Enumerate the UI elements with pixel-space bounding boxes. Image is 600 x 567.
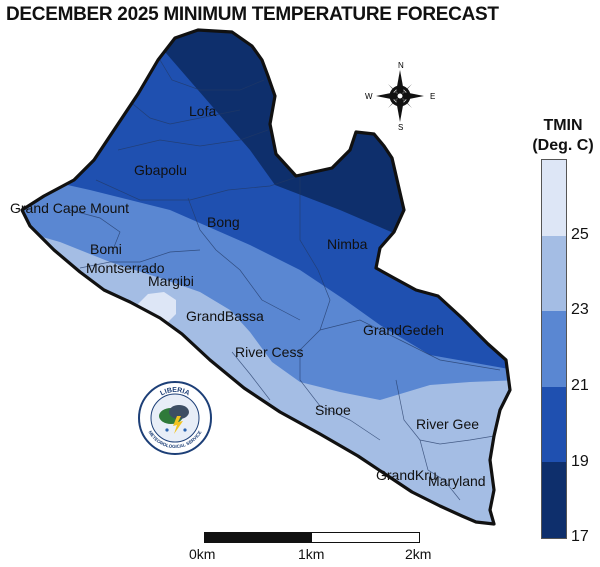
scale-label: 1km — [298, 546, 325, 562]
legend-title-line2: (Deg. C) — [532, 137, 594, 154]
scale-label: 2km — [405, 546, 432, 562]
legend-tick: 25 — [571, 226, 589, 243]
compass-south-label: S — [398, 123, 403, 132]
county-label-gbapolu: Gbapolu — [134, 162, 187, 178]
legend-tick: 23 — [571, 301, 589, 318]
county-label-river-gee: River Gee — [416, 416, 479, 432]
legend-swatch — [542, 160, 566, 236]
legend-tick: 17 — [571, 528, 589, 545]
county-label-grand-kru: GrandKru — [376, 467, 437, 483]
compass-rose-icon: N S W E — [365, 61, 435, 132]
county-label-grand-cape-mount: Grand Cape Mount — [10, 200, 129, 216]
legend-title: TMIN (Deg. C) — [526, 116, 600, 156]
legend-swatch — [542, 235, 566, 312]
map-title: DECEMBER 2025 MINIMUM TEMPERATURE FORECA… — [6, 4, 499, 25]
county-boundaries — [69, 59, 501, 501]
legend-title-line1: TMIN — [543, 117, 583, 134]
county-label-nimba: Nimba — [327, 236, 368, 252]
scale-bar — [204, 532, 420, 543]
legend-swatch — [542, 462, 566, 538]
county-label-sinoe: Sinoe — [315, 402, 351, 418]
county-label-bong: Bong — [207, 214, 240, 230]
county-label-bomi: Bomi — [90, 241, 122, 257]
county-label-maryland: Maryland — [428, 473, 486, 489]
liberia-meteorological-service-logo: LIBERIA METEOROLOGICAL SERVICE — [138, 381, 212, 455]
county-label-grand-gedeh: GrandGedeh — [363, 322, 444, 338]
compass-west-label: W — [365, 92, 373, 101]
scale-label: 0km — [189, 546, 216, 562]
county-label-lofa: Lofa — [189, 103, 216, 119]
legend-colorbar — [541, 159, 567, 539]
legend-tick: 19 — [571, 453, 589, 470]
svg-text:LIBERIA: LIBERIA — [159, 387, 190, 397]
legend-tick: 21 — [571, 377, 589, 394]
logo-text-top: LIBERIA — [159, 387, 190, 397]
legend-swatch — [542, 311, 566, 387]
county-label-margibi: Margibi — [148, 273, 194, 289]
county-label-grand-bassa: GrandBassa — [186, 308, 264, 324]
county-label-river-cess: River Cess — [235, 344, 303, 360]
compass-north-label: N — [398, 61, 404, 70]
scale-bar-black-segment — [205, 533, 312, 542]
legend-swatch — [542, 386, 566, 463]
compass-east-label: E — [430, 92, 435, 101]
country-border — [20, 28, 512, 526]
county-label-montserrado: Montserrado — [86, 260, 165, 276]
